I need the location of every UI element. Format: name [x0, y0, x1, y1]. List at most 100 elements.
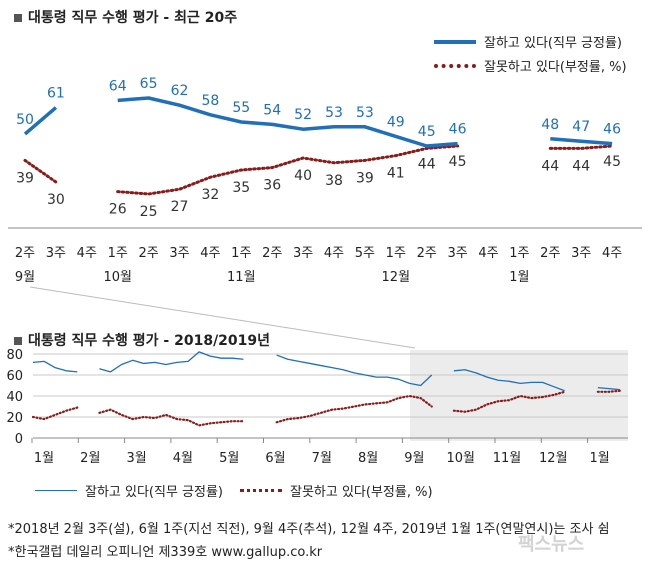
y-tick-label: 60	[6, 369, 23, 384]
x-tick-label: 5주	[355, 246, 375, 261]
negative-series-line	[452, 390, 566, 413]
positive-series-line	[23, 106, 58, 136]
x-tick-label: 2주	[138, 246, 158, 261]
positive-series-line	[550, 137, 613, 146]
positive-data-label: 65	[140, 76, 158, 92]
x-tick-label: 3월	[126, 451, 146, 466]
positive-series-line	[453, 369, 565, 392]
y-tick-label: 0	[15, 432, 23, 447]
month-label: 1월	[509, 270, 529, 285]
x-tick-label: 2주	[417, 246, 437, 261]
x-tick-label: 1월	[589, 451, 609, 466]
x-tick-label: 4주	[77, 246, 97, 261]
negative-data-label: 35	[232, 180, 250, 196]
positive-series-line	[597, 386, 621, 391]
positive-data-label: 55	[232, 100, 250, 116]
title-marker-icon	[14, 337, 22, 345]
footnote-schedule: *2018년 2월 3주(설), 6월 1주(지선 직전), 9월 4주(추석)…	[8, 522, 610, 537]
negative-data-label: 40	[294, 168, 312, 184]
y-tick-label: 20	[6, 411, 23, 426]
positive-series-line	[32, 360, 78, 373]
x-tick-label: 3주	[46, 246, 66, 261]
negative-data-label: 32	[201, 187, 219, 203]
positive-data-label: 47	[572, 119, 590, 135]
top-title-text: 대통령 직무 수행 평가 - 최근 20주	[28, 10, 238, 26]
negative-series-line	[98, 408, 245, 427]
negative-series-line	[31, 406, 79, 421]
y-tick-label: 40	[6, 390, 23, 405]
positive-data-label: 45	[418, 124, 436, 140]
legend-solid-line-icon	[35, 490, 77, 491]
watermark: 팩스뉴스	[518, 534, 585, 555]
legend-dotted-line-icon	[240, 489, 282, 492]
x-tick-label: 1주	[509, 246, 529, 261]
x-tick-label: 6월	[265, 451, 285, 466]
positive-data-label: 46	[603, 122, 621, 138]
zoom-connector	[29, 286, 416, 349]
bottom-chart-title: 대통령 직무 수행 평가 - 2018/2019년	[14, 330, 270, 350]
legend-solid-line-icon	[434, 39, 476, 44]
negative-data-label: 25	[140, 204, 158, 220]
positive-data-label: 58	[201, 93, 219, 109]
negative-data-label: 44	[418, 156, 436, 172]
negative-data-label: 36	[263, 178, 281, 194]
positive-data-label: 52	[294, 107, 312, 123]
negative-data-label: 26	[109, 202, 127, 218]
top-line-chart: 50 61 64 65 62 58 55 54 52 53 53 49 45 46 48 47 46 39 30 26…	[8, 76, 642, 285]
legend-negative-label: 잘못하고 있다(부정률, %)	[290, 485, 433, 500]
x-tick-label: 4주	[478, 246, 498, 261]
y-tick-label: 80	[6, 348, 23, 363]
negative-series-line	[116, 144, 460, 196]
x-tick-label: 2월	[80, 451, 100, 466]
x-tick-label: 3주	[447, 246, 467, 261]
x-tick-label: 4주	[200, 246, 220, 261]
legend-positive-label: 잘하고 있다(직무 긍정률)	[484, 36, 623, 51]
x-tick-label: 1주	[386, 246, 406, 261]
x-tick-label: 5월	[219, 451, 239, 466]
negative-data-label: 45	[603, 154, 621, 170]
legend-dotted-line-icon	[434, 63, 476, 68]
top-legend-positive: 잘하고 있다(직무 긍정률)	[434, 32, 622, 51]
x-tick-label: 4주	[324, 246, 344, 261]
negative-series-line	[23, 158, 58, 184]
negative-data-label: 44	[541, 158, 559, 174]
negative-series-line	[275, 394, 433, 424]
x-tick-label: 2주	[15, 246, 35, 261]
x-tick-label: 4주	[602, 246, 622, 261]
x-tick-label: 9월	[404, 451, 424, 466]
month-label: 9월	[15, 270, 35, 285]
negative-data-label: 27	[171, 199, 189, 215]
x-tick-label: 11월	[493, 451, 522, 466]
top-chart-title: 대통령 직무 수행 평가 - 최근 20주	[14, 7, 237, 27]
x-tick-label: 12월	[539, 451, 568, 466]
positive-data-label: 46	[449, 122, 467, 138]
negative-data-label: 30	[47, 192, 65, 208]
positive-data-label: 54	[263, 102, 281, 118]
positive-series-line	[276, 354, 433, 387]
x-tick-label: 2주	[262, 246, 282, 261]
bottom-line-chart: 0 20 40 60 80 1월 2월 3월 4월 5월 6월 7월 8월 9월 10월 11월 12월 1월	[6, 348, 628, 466]
x-tick-label: 4월	[173, 451, 193, 466]
x-tick-label: 3주	[293, 246, 313, 261]
x-tick-label: 8월	[358, 451, 378, 466]
month-label: 11월	[227, 270, 256, 285]
positive-data-label: 61	[47, 86, 65, 102]
negative-data-label: 38	[325, 173, 343, 189]
footnote-source: *한국갤럽 데일리 오피니언 제339호 www.gallup.co.kr	[8, 545, 323, 560]
top-legend-negative: 잘못하고 있다(부정률, %)	[434, 56, 627, 75]
title-marker-icon	[14, 14, 22, 22]
x-tick-label: 1월	[34, 451, 54, 466]
legend-negative-label: 잘못하고 있다(부정률, %)	[484, 60, 627, 75]
negative-data-label: 39	[16, 170, 34, 186]
x-tick-label: 10월	[446, 451, 475, 466]
x-tick-label: 1주	[108, 246, 128, 261]
month-label: 10월	[103, 270, 132, 285]
positive-data-label: 49	[387, 114, 405, 130]
negative-data-label: 45	[449, 154, 467, 170]
negative-data-label: 44	[572, 158, 590, 174]
positive-data-label: 53	[356, 105, 374, 121]
bottom-title-text: 대통령 직무 수행 평가 - 2018/2019년	[28, 333, 271, 349]
legend-positive-label: 잘하고 있다(직무 긍정률)	[85, 485, 224, 500]
x-tick-label: 3주	[571, 246, 591, 261]
bottom-legend-negative: 잘못하고 있다(부정률, %)	[240, 481, 433, 500]
